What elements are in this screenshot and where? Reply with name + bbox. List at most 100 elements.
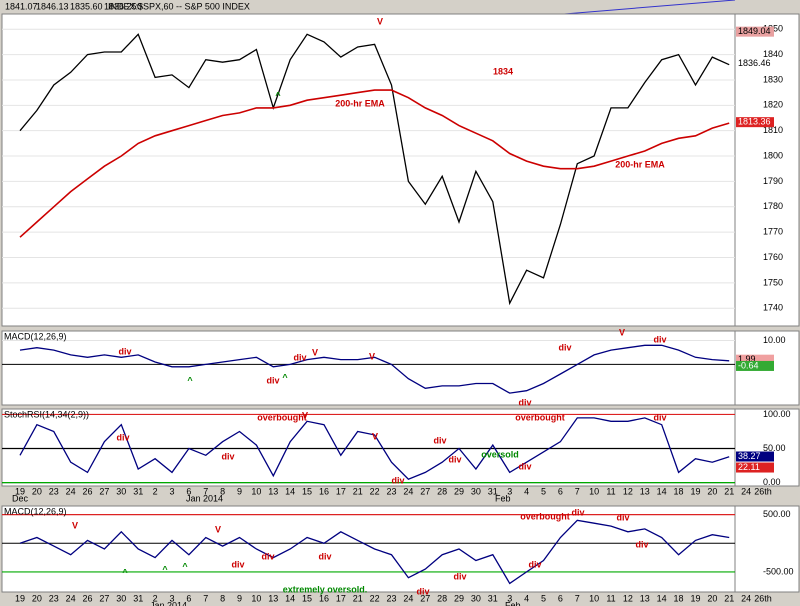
- x-tick-label: 19: [15, 593, 25, 603]
- x-tick-label: 10: [589, 593, 599, 603]
- x-tick-label: 24: [66, 486, 76, 496]
- annotation: ^: [122, 567, 128, 577]
- annotation: div: [231, 559, 244, 569]
- x-tick-label: 24: [403, 486, 413, 496]
- axis-area: [734, 505, 800, 593]
- plot-area: [1, 13, 736, 327]
- y-tick-label: 1820: [763, 100, 783, 110]
- x-tick-label: 19: [15, 486, 25, 496]
- x-tick-label: 17: [336, 593, 346, 603]
- x-tick-label: 13: [640, 486, 650, 496]
- annotation: div: [221, 451, 234, 461]
- x-tick-label: 30: [471, 593, 481, 603]
- x-tick-label: 3: [507, 486, 512, 496]
- x-tick-label: 30: [471, 486, 481, 496]
- y-tick-label: 1780: [763, 201, 783, 211]
- annotation: div: [528, 559, 541, 569]
- annotation: V: [369, 351, 375, 361]
- x-tick-label: 23: [386, 593, 396, 603]
- x-tick-label: 27: [420, 593, 430, 603]
- x-tick-label: 27: [99, 593, 109, 603]
- price-tag: [736, 354, 774, 365]
- annotation: div: [448, 454, 461, 464]
- x-tick-label: 27: [420, 486, 430, 496]
- annotation: extremely oversold.: [283, 584, 368, 594]
- x-tick-label: 21: [724, 593, 734, 603]
- x-tick-label: 24: [741, 593, 751, 603]
- annotation: V: [372, 431, 378, 441]
- y-tick-label: 100.00: [763, 409, 791, 419]
- x-tick-label: 12: [623, 593, 633, 603]
- x-group-label: Jan 2014: [186, 493, 223, 503]
- annotation: V: [619, 327, 625, 337]
- x-tick-label: 6: [186, 486, 191, 496]
- y-tick-label: -500.00: [763, 566, 794, 576]
- x-tick-label: 28: [437, 486, 447, 496]
- y-tick-label: 0.00: [763, 477, 781, 487]
- x-tick-label: 26: [83, 486, 93, 496]
- x-tick-label: 26: [83, 593, 93, 603]
- annotation: div: [266, 375, 279, 385]
- x-tick-label: 2: [153, 486, 158, 496]
- x-tick-label: 6: [558, 486, 563, 496]
- x-group-label: Feb: [495, 493, 511, 503]
- x-tick-label: 23: [386, 486, 396, 496]
- annotation: div: [635, 539, 648, 549]
- x-tick-label: 22: [370, 593, 380, 603]
- x-tick-label: 21: [353, 593, 363, 603]
- x-tick-label: 7: [203, 486, 208, 496]
- x-tick-label: 8: [220, 593, 225, 603]
- series-line: [19, 33, 730, 306]
- x-tick-label: 9: [237, 486, 242, 496]
- price-tag: [736, 462, 774, 473]
- x-tick-label: 30: [116, 486, 126, 496]
- annotation: overbought: [257, 412, 307, 422]
- x-tick-label: 6: [186, 593, 191, 603]
- x-tick-label: 31: [133, 593, 143, 603]
- price-tag-label: 38.27: [738, 451, 761, 461]
- x-tick-label: 27: [99, 486, 109, 496]
- x-tick-label: 24: [741, 486, 751, 496]
- x-tick-label: 20: [32, 486, 42, 496]
- x-tick-label: 12: [623, 486, 633, 496]
- x-tick-label: 4: [524, 593, 529, 603]
- annotation: div: [293, 352, 306, 362]
- panel-title: MACD(12,26,9): [4, 331, 67, 341]
- annotation: div: [518, 397, 531, 407]
- annotation: ^: [282, 372, 288, 382]
- price-tag-label: 22.11: [738, 462, 760, 472]
- x-tick-label: 11: [606, 486, 615, 496]
- x-tick-label: 6: [558, 593, 563, 603]
- x-tick-label: 18: [674, 486, 684, 496]
- x-tick-label: 3: [169, 486, 174, 496]
- annotation: V: [312, 347, 318, 357]
- annotation: div: [453, 571, 466, 581]
- annotation: ^: [182, 561, 188, 571]
- annotation: div: [261, 551, 274, 561]
- panel-title: MACD(12,26,9): [4, 506, 67, 516]
- x-group-label: Feb: [505, 600, 521, 606]
- series-line: [19, 519, 730, 585]
- y-tick-label: 1830: [763, 74, 783, 84]
- annotation: div: [318, 551, 331, 561]
- x-tick-label: 26th: [754, 593, 772, 603]
- header-value: 1835.60: [70, 1, 103, 11]
- annotation: div: [433, 435, 446, 445]
- annotation: ^: [162, 564, 168, 574]
- plot-area: [1, 330, 736, 406]
- x-group-label: Dec: [12, 493, 29, 503]
- x-tick-label: 30: [116, 593, 126, 603]
- panel-title: StochRSI(14,34(2,9)): [4, 409, 89, 419]
- x-tick-label: 23: [49, 486, 59, 496]
- annotation: div: [118, 346, 131, 356]
- y-tick-label: 1810: [763, 125, 783, 135]
- x-tick-label: 20: [707, 486, 717, 496]
- x-tick-label: 7: [575, 486, 580, 496]
- y-tick-label: 50.00: [763, 443, 786, 453]
- x-tick-label: 20: [707, 593, 717, 603]
- x-tick-label: 15: [302, 593, 312, 603]
- x-tick-label: 2: [153, 593, 158, 603]
- price-tag-label: 1.99: [738, 354, 756, 364]
- x-tick-label: 23: [49, 593, 59, 603]
